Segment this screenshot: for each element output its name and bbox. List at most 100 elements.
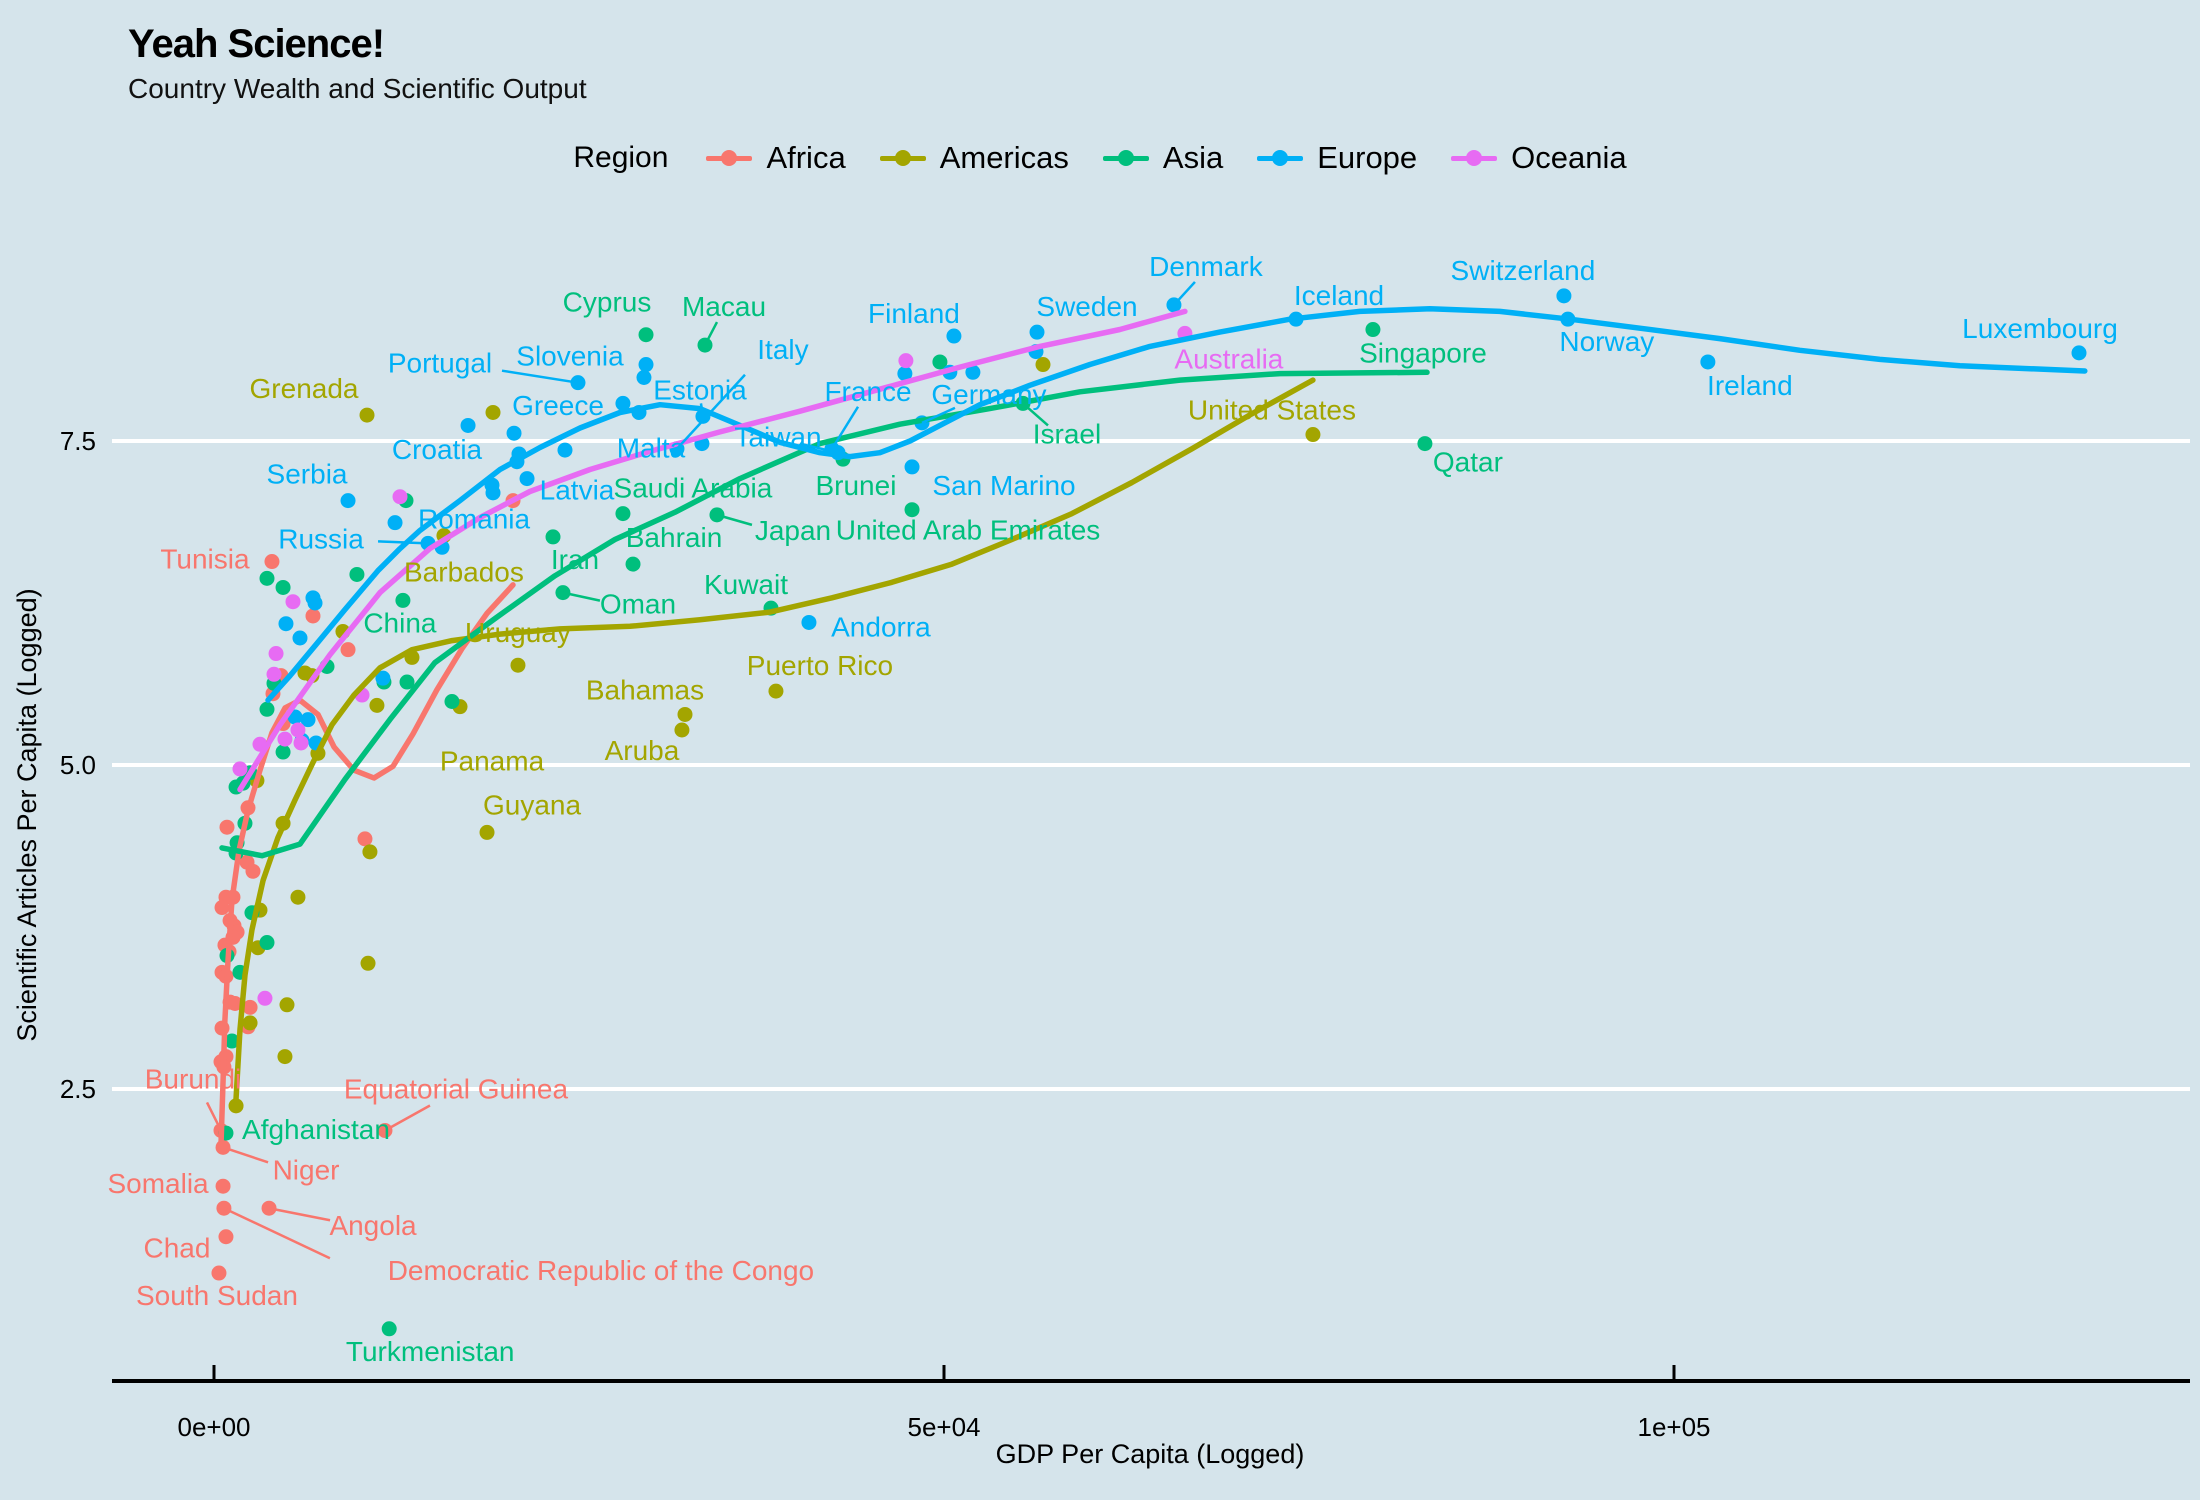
country-label-united-states: United States	[1188, 395, 1356, 426]
country-label-guyana: Guyana	[483, 789, 581, 820]
data-point	[259, 701, 275, 717]
country-label-finland: Finland	[868, 298, 960, 329]
data-point	[285, 594, 301, 610]
data-point	[266, 666, 282, 682]
x-axis-title: GDP Per Capita (Logged)	[996, 1439, 1305, 1469]
country-label-democratic-republic-of-the-congo: Democratic Republic of the Congo	[388, 1255, 814, 1286]
country-label-greece: Greece	[512, 390, 604, 421]
data-point	[362, 844, 378, 860]
data-point-united-arab-emirates	[904, 502, 920, 518]
data-point-switzerland	[1556, 288, 1572, 304]
country-label-burundi: Burundi	[145, 1063, 242, 1094]
country-label-israel: Israel	[1033, 418, 1101, 449]
country-label-brunei: Brunei	[815, 470, 896, 501]
country-label-malta: Malta	[617, 433, 686, 464]
data-point-chad	[218, 1229, 234, 1245]
x-tick-label-5e+04: 5e+04	[907, 1412, 980, 1442]
country-label-germany: Germany	[931, 379, 1046, 410]
country-label-croatia: Croatia	[392, 434, 483, 465]
data-point	[224, 1033, 240, 1049]
data-point-aruba	[674, 722, 690, 738]
legend: Region Africa Americas Asia Europe Oceania	[0, 140, 2200, 176]
country-label-turkmenistan: Turkmenistan	[346, 1336, 515, 1367]
chart-header: Yeah Science! Country Wealth and Scienti…	[128, 22, 587, 105]
data-point-tunisia	[264, 554, 280, 570]
data-point-bahrain	[625, 556, 641, 572]
data-point	[268, 646, 284, 662]
country-label-taiwan: Taiwan	[734, 422, 821, 453]
data-point	[259, 570, 275, 586]
country-label-sweden: Sweden	[1036, 291, 1137, 322]
data-point	[340, 642, 356, 658]
country-label-portugal: Portugal	[388, 348, 492, 379]
country-label-ireland: Ireland	[1707, 370, 1793, 401]
legend-key-icon	[1102, 148, 1149, 168]
data-point-singapore	[1365, 322, 1381, 338]
legend-key-icon	[879, 148, 926, 168]
data-point	[638, 357, 654, 373]
data-point	[242, 1015, 258, 1031]
country-label-cyprus: Cyprus	[563, 287, 652, 318]
data-point	[460, 417, 476, 433]
country-label-norway: Norway	[1559, 326, 1654, 357]
y-tick-label-5.0: 5.0	[60, 750, 96, 780]
trend-line-europe	[265, 306, 2088, 703]
data-point	[307, 595, 323, 611]
data-point	[245, 863, 261, 879]
data-point	[1035, 357, 1051, 373]
label-callout	[268, 1207, 331, 1222]
country-label-afghanistan: Afghanistan	[242, 1114, 390, 1145]
data-point-cyprus	[638, 327, 654, 343]
data-point	[387, 515, 403, 531]
data-point	[275, 579, 291, 595]
legend-label: Americas	[939, 140, 1069, 175]
country-label-australia: Australia	[1174, 343, 1283, 374]
country-label-somalia: Somalia	[107, 1168, 209, 1199]
country-label-romania: Romania	[418, 503, 530, 534]
label-callout	[799, 442, 839, 454]
data-point-sweden	[1029, 324, 1045, 340]
data-point-guyana	[479, 824, 495, 840]
country-label-china: China	[363, 607, 437, 638]
country-label-switzerland: Switzerland	[1451, 255, 1596, 286]
data-point	[444, 693, 460, 709]
data-point	[275, 744, 291, 760]
country-label-chad: Chad	[144, 1233, 211, 1264]
country-label-singapore: Singapore	[1359, 338, 1487, 369]
data-point-andorra	[801, 614, 817, 630]
data-point-grenada	[359, 407, 375, 423]
data-point	[290, 889, 306, 905]
trend-line-asia	[219, 369, 1430, 859]
y-tick-label-7.5: 7.5	[60, 426, 96, 456]
country-label-russia: Russia	[278, 523, 364, 554]
legend-item-europe: Europe	[1257, 140, 1417, 176]
country-label-france: France	[824, 376, 911, 407]
country-label-aruba: Aruba	[605, 735, 680, 766]
data-point-iran	[545, 529, 561, 545]
data-point	[300, 712, 316, 728]
country-label-south-sudan: South Sudan	[136, 1280, 298, 1311]
data-point-latvia	[519, 471, 535, 487]
country-label-saudi-arabia: Saudi Arabia	[614, 473, 773, 504]
data-point	[214, 900, 230, 916]
country-label-bahamas: Bahamas	[586, 674, 704, 705]
country-label-oman: Oman	[600, 589, 676, 620]
legend-item-africa: Africa	[706, 140, 846, 176]
data-point-turkmenistan	[381, 1321, 397, 1337]
country-label-barbados: Barbados	[404, 557, 524, 588]
data-point	[965, 364, 981, 380]
chart-title: Yeah Science!	[128, 22, 385, 66]
trend-line-africa	[218, 582, 516, 1148]
data-point-finland	[946, 328, 962, 344]
data-point	[242, 999, 258, 1015]
data-point	[292, 630, 308, 646]
data-point-greece	[506, 425, 522, 441]
legend-label: Africa	[766, 140, 846, 175]
data-point	[485, 404, 501, 420]
data-point-uruguay	[510, 657, 526, 673]
country-label-uruguay: Uruguay	[465, 617, 571, 648]
country-label-united-arab-emirates: United Arab Emirates	[836, 515, 1101, 546]
data-point-luxembourg	[2071, 345, 2087, 361]
